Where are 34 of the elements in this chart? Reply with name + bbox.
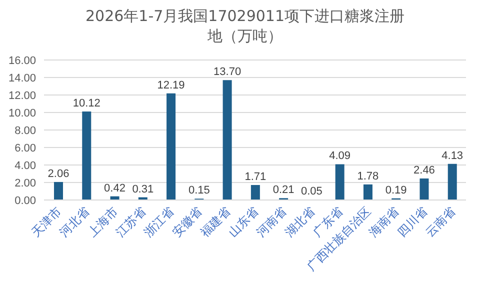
data-label: 10.12 [72, 97, 100, 110]
bar [222, 80, 232, 200]
data-label: 0.31 [132, 183, 154, 196]
data-label: 1.78 [357, 170, 379, 182]
bar [54, 182, 63, 200]
bar [166, 93, 176, 200]
data-label: 0.42 [104, 182, 126, 194]
data-label: 0.05 [300, 186, 322, 198]
bar [250, 185, 260, 200]
y-tick-label: 4.00 [14, 160, 36, 172]
chart-title: 2026年1-7月我国17029011项下进口糖浆注册地（万吨） [84, 6, 406, 46]
y-tick-label: 6.00 [14, 142, 36, 154]
data-label: 2.06 [48, 168, 70, 180]
data-label: 13.70 [214, 66, 242, 78]
data-label: 1.71 [244, 171, 266, 184]
data-label: 2.46 [414, 164, 435, 176]
bar [448, 164, 457, 200]
bar [363, 184, 372, 200]
y-tick-label: 14.00 [8, 72, 36, 84]
bar [420, 178, 429, 200]
data-label: 0.19 [385, 184, 407, 196]
y-tick-label: 0.00 [14, 194, 36, 207]
data-label: 0.15 [188, 184, 210, 197]
y-tick-label: 10.00 [8, 107, 36, 120]
bar [82, 111, 92, 200]
data-label: 0.21 [272, 184, 294, 196]
data-label: 4.13 [442, 150, 464, 162]
y-tick-label: 2.00 [14, 177, 36, 190]
data-label: 4.09 [329, 150, 351, 162]
data-label: 12.19 [157, 79, 185, 92]
bar [335, 164, 344, 200]
y-tick-label: 16.00 [8, 54, 36, 67]
y-tick-label: 8.00 [14, 124, 36, 137]
y-tick-label: 12.00 [8, 90, 36, 102]
